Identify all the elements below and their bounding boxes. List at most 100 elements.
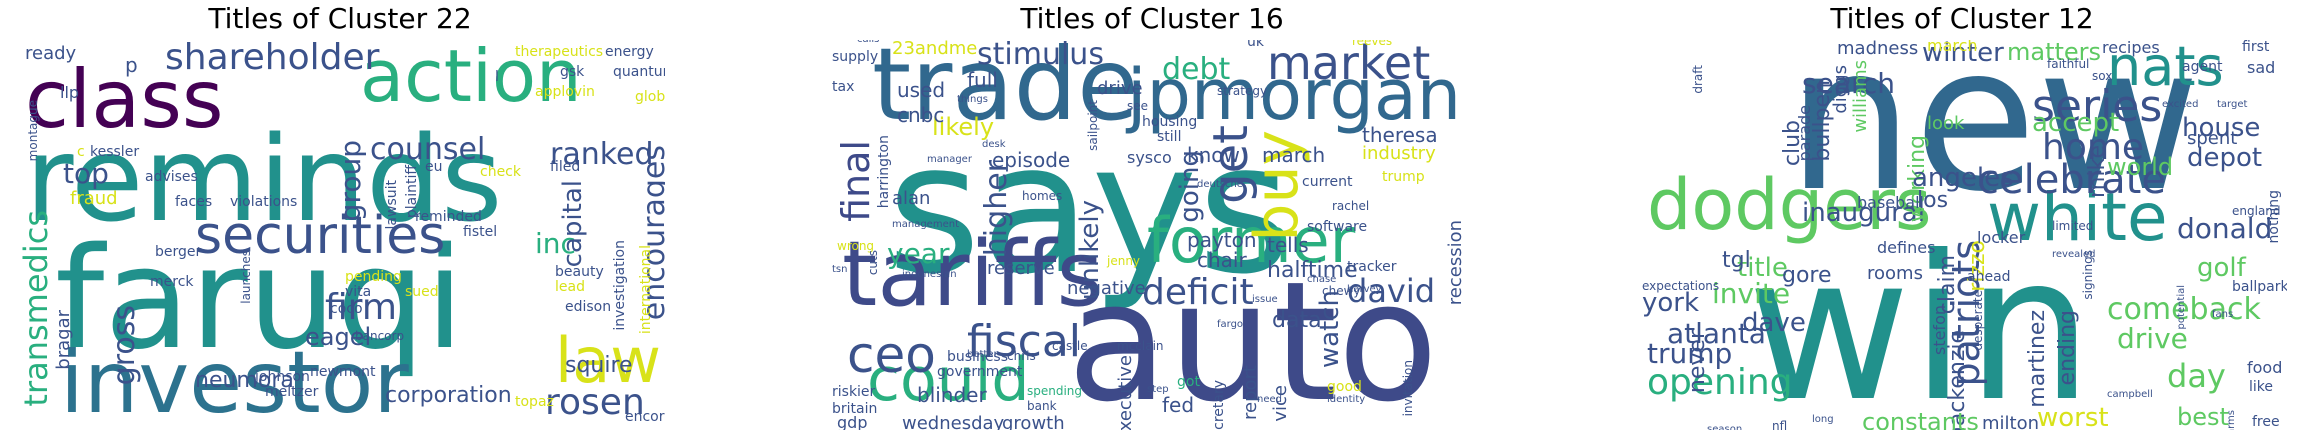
cloud-word: harvey [1347, 284, 1382, 295]
cloud-word: baseball [1857, 193, 1924, 212]
cloud-word: chris [1007, 349, 1036, 363]
cloud-word: calls [857, 40, 879, 45]
cloud-word: rachel [1332, 199, 1370, 213]
cloud-word: full [967, 68, 998, 92]
cloud-word: like [2249, 379, 2274, 395]
cloud-word: eu [425, 159, 443, 175]
cloud-word: chewy [1322, 284, 1361, 298]
cloud-word: pending [345, 269, 402, 285]
cloud-word: campbell [2107, 389, 2153, 400]
cloud-word: diggs [1830, 65, 1851, 114]
cloud-word: invitation [1401, 360, 1415, 417]
cloud-word: potential [2176, 285, 2187, 330]
cloud-word: could [867, 345, 1030, 415]
cloud-word: sysco [1127, 148, 1172, 167]
cloud-word: still [1157, 129, 1182, 145]
cloud-word: homes [1022, 189, 1063, 203]
cloud-word: ballpark [2232, 279, 2287, 295]
cloud-word: quantum [613, 64, 665, 80]
cloud-word: jenny [1107, 254, 1141, 268]
cloud-word: plaintiff [404, 165, 420, 219]
cloud-word: recession [1445, 220, 1466, 306]
cloud-word: securities [195, 206, 446, 266]
cloud-word: supply [832, 49, 879, 65]
cloud-word: arms [2226, 410, 2237, 430]
cloud-word: housing [1142, 114, 1198, 130]
cloud-word: tracker [1347, 259, 1397, 275]
cloud-word: firm [325, 287, 397, 328]
cloud-word: higher [979, 160, 1014, 257]
cloud-word: title [1737, 253, 1788, 283]
cloud-word: got [1177, 374, 1200, 390]
cloud-word: harrington [876, 135, 892, 209]
cloud-word: deficit [1142, 272, 1254, 313]
cloud-word: halftime [1267, 258, 1358, 283]
cloud-word: target [2217, 99, 2248, 110]
cloud-word: ending [2055, 310, 2080, 386]
word-cloud: new win dodgers white celebrate nats series hom… [1637, 40, 2287, 430]
panel-title: Titles of Cluster 12 [1830, 2, 2094, 35]
cloud-word: faithful [2047, 57, 2090, 71]
cloud-word: long [1812, 414, 1834, 425]
cloud-word: comeback [2107, 292, 2261, 327]
cloud-word: los [1917, 188, 1949, 213]
cloud-word: chair [1197, 248, 1247, 272]
cloud-word: action [360, 40, 582, 118]
cloud-word: cnbc [897, 103, 945, 127]
cloud-word: filed [550, 159, 581, 175]
cloud-word: vita [345, 284, 372, 300]
cloud-word: used [897, 78, 946, 102]
cloud-word: season [1707, 424, 1743, 431]
cloud-word: step [1147, 384, 1169, 395]
cloud-word: group [334, 140, 367, 222]
cloud-word: martinez [2025, 310, 2050, 408]
cloud-word: recipes [2102, 40, 2160, 57]
cloud-word: first [2242, 40, 2270, 55]
cloud-word: things [957, 94, 988, 105]
cloud-word: corporation [385, 383, 512, 408]
cloud-word: year [887, 237, 950, 270]
cloud-word: bragar [53, 310, 74, 370]
cloud-word: government [937, 364, 1023, 380]
cloud-word: l [495, 69, 499, 85]
word-cloud: faruqi reminds investor class action securiti… [15, 40, 665, 430]
panel-title: Titles of Cluster 16 [1020, 2, 1284, 35]
cloud-word: uk [1247, 40, 1264, 50]
cloud-word: theresa [1362, 123, 1438, 147]
cloud-word: wrong [837, 239, 875, 253]
cluster-panel-12: Titles of Cluster 12 new win dodgers white c… [1637, 0, 2287, 435]
cloud-word: faces [175, 194, 213, 210]
cloud-word: opening [1647, 362, 1793, 403]
cloud-word: inaugural [1802, 198, 1925, 228]
cloud-word: payton [1187, 228, 1257, 252]
cloud-word: ranked [550, 137, 654, 172]
cloud-word: march [1927, 40, 1978, 55]
cloud-word: johnson [255, 369, 310, 385]
cloud-word: squire [565, 353, 633, 378]
cloud-word: white [1987, 179, 2168, 256]
cloud-word: kessler [90, 144, 140, 160]
cloud-word: constants [1862, 408, 1979, 430]
cloud-word: stimulus [977, 40, 1104, 72]
cloud-word: identity [1327, 394, 1366, 405]
cloud-word: beauty [555, 264, 604, 280]
cloud-word: reeves [1352, 40, 1393, 48]
cloud-word: rosen [545, 382, 645, 423]
cloud-word: home [2042, 127, 2145, 168]
cloud-word: sailpoint [1086, 100, 1100, 151]
cloud-word: c [77, 144, 85, 160]
cloud-word: issue [1252, 294, 1278, 305]
cloud-word: ready [25, 43, 77, 64]
cloud-word: berger [155, 244, 202, 260]
cloud-word: lawsuit [384, 180, 400, 230]
cloud-word: llp [60, 83, 80, 102]
cloud-word: spent [2187, 128, 2238, 149]
cloud-word: indonesian [902, 269, 957, 280]
cloud-word: new [1787, 40, 2201, 236]
cloud-word: accept [2032, 108, 2120, 138]
cloud-word: episode [992, 148, 1071, 172]
cloud-word: law [555, 324, 661, 397]
cloud-word: market [1267, 40, 1431, 90]
cloud-word: britain [832, 401, 878, 417]
cloud-word: day [2167, 357, 2226, 395]
